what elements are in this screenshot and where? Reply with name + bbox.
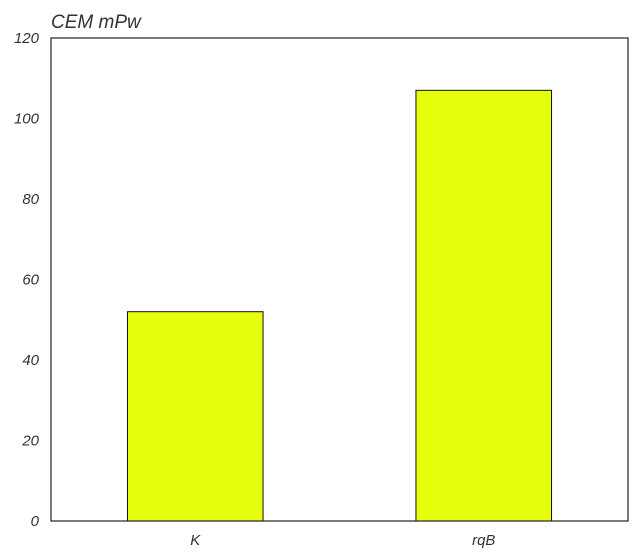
plot-frame xyxy=(50,37,629,522)
y-tick-label: 20 xyxy=(21,433,39,450)
y-axis: 0 20 40 60 80 100 120 xyxy=(14,30,40,530)
x-tick-label: rqB xyxy=(472,532,495,549)
y-tick-label: 100 xyxy=(14,111,40,128)
y-tick-label: 120 xyxy=(14,30,40,47)
y-tick-label: 0 xyxy=(31,513,40,530)
x-tick-label: K xyxy=(190,532,201,549)
bar-rqB xyxy=(415,89,553,522)
chart-title: CEM mPw xyxy=(51,12,142,33)
y-tick-label: 60 xyxy=(22,272,39,289)
bars-layer xyxy=(126,89,553,522)
y-tick-label: 40 xyxy=(22,352,39,369)
y-tick-label: 80 xyxy=(22,191,39,208)
bar-K xyxy=(126,311,264,522)
